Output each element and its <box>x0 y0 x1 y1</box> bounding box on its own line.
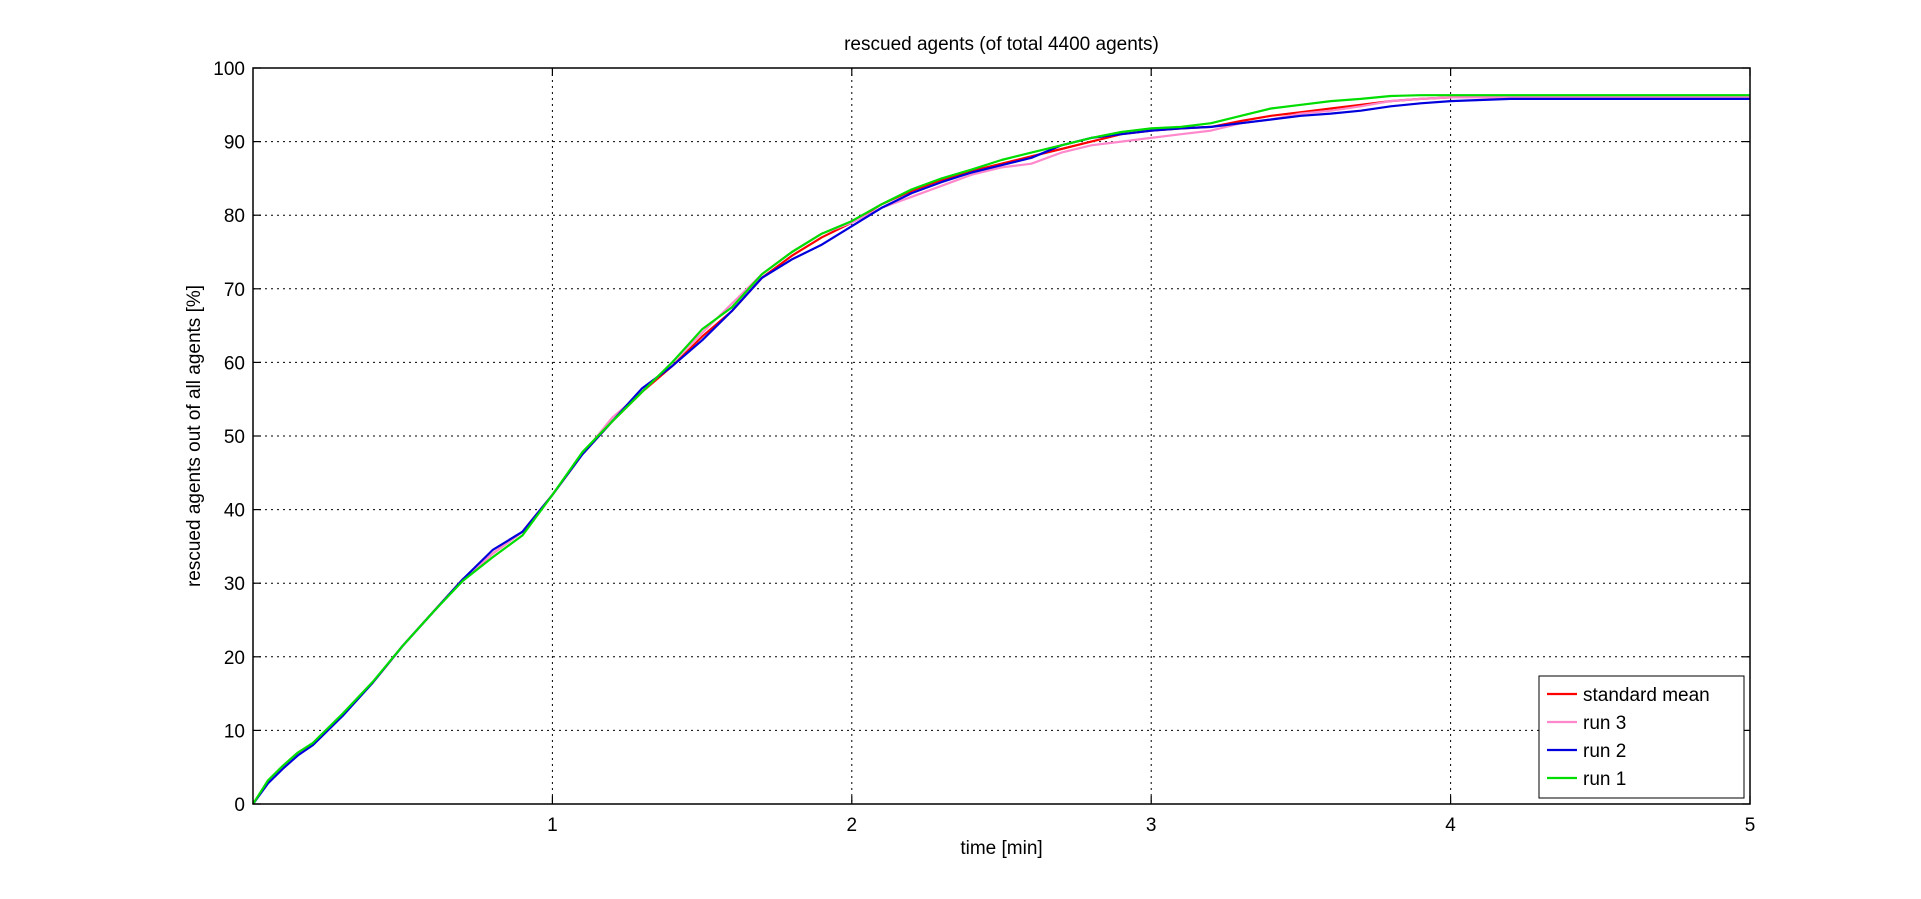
y-tick-label: 70 <box>224 280 245 301</box>
x-tick-label: 1 <box>547 815 558 836</box>
y-tick-label: 30 <box>224 574 245 595</box>
y-tick-label: 40 <box>224 501 245 522</box>
y-tick-label: 50 <box>224 427 245 448</box>
y-tick-label: 90 <box>224 133 245 154</box>
legend-label: run 1 <box>1583 769 1626 790</box>
y-tick-label: 80 <box>224 206 245 227</box>
y-tick-label: 60 <box>224 353 245 374</box>
y-axis-ticks: 0 10 20 30 40 50 60 70 80 90 100 <box>213 59 1750 816</box>
plot-area <box>253 68 1750 804</box>
chart-title: rescued agents (of total 4400 agents) <box>844 34 1159 55</box>
y-tick-label: 20 <box>224 648 245 669</box>
y-axis-label: rescued agents out of all agents [%] <box>184 285 205 587</box>
legend-label: run 3 <box>1583 713 1626 734</box>
x-axis-ticks: 1 2 3 4 5 <box>547 68 1755 836</box>
x-axis-label: time [min] <box>960 838 1042 859</box>
y-tick-label: 100 <box>213 59 245 80</box>
legend: standard mean run 3 run 2 run 1 <box>1538 675 1745 799</box>
y-tick-label: 10 <box>224 721 245 742</box>
series-line-4 <box>252 94 1750 805</box>
legend-label: run 2 <box>1583 741 1626 762</box>
x-tick-label: 5 <box>1745 815 1756 836</box>
x-tick-label: 2 <box>847 815 858 836</box>
y-tick-label: 0 <box>234 795 245 816</box>
grid-lines <box>253 68 1750 804</box>
series-lines <box>252 94 1750 805</box>
legend-label: standard mean <box>1583 685 1710 706</box>
x-tick-label: 3 <box>1146 815 1157 836</box>
x-tick-label: 4 <box>1445 815 1456 836</box>
